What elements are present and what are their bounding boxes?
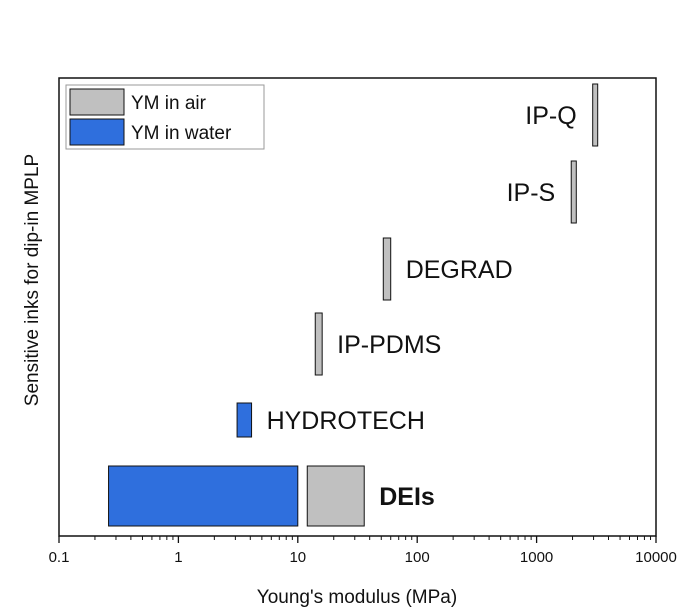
x-axis-title: Young's modulus (MPa)	[257, 587, 457, 608]
x-tick-label: 10000	[635, 549, 677, 566]
plot-frame	[58, 77, 657, 537]
bar-label-ip-q: IP-Q	[525, 102, 576, 130]
x-tick-label: 1	[174, 549, 182, 566]
legend-label-water: YM in water	[131, 123, 232, 144]
bar-ip-pdms-air	[314, 312, 323, 376]
bar-degrad-air	[382, 237, 392, 301]
x-tick-label: 0.1	[49, 549, 70, 566]
bar-ip-s-air	[570, 160, 577, 224]
bar-label-hydrotech: HYDROTECH	[267, 407, 425, 435]
bar-label-deis: DEIs	[379, 483, 435, 511]
x-tick-label: 10	[289, 549, 306, 566]
legend-label-air: YM in air	[131, 93, 207, 114]
legend: YM in air YM in water	[65, 84, 265, 150]
y-axis-title: Sensitive inks for dip-in MPLP	[22, 154, 43, 406]
bar-hydrotech-water	[236, 402, 253, 438]
x-tick-label: 1000	[520, 549, 553, 566]
bar-deis-water	[108, 465, 299, 527]
x-tick-label: 100	[405, 549, 430, 566]
bar-label-ip-s: IP-S	[507, 179, 556, 207]
legend-swatch-air	[69, 88, 125, 116]
legend-swatch-water	[69, 118, 125, 146]
bar-label-ip-pdms: IP-PDMS	[337, 331, 441, 359]
bar-ip-q-air	[592, 83, 599, 147]
bar-label-degrad: DEGRAD	[406, 256, 513, 284]
bar-deis-air	[306, 465, 365, 527]
